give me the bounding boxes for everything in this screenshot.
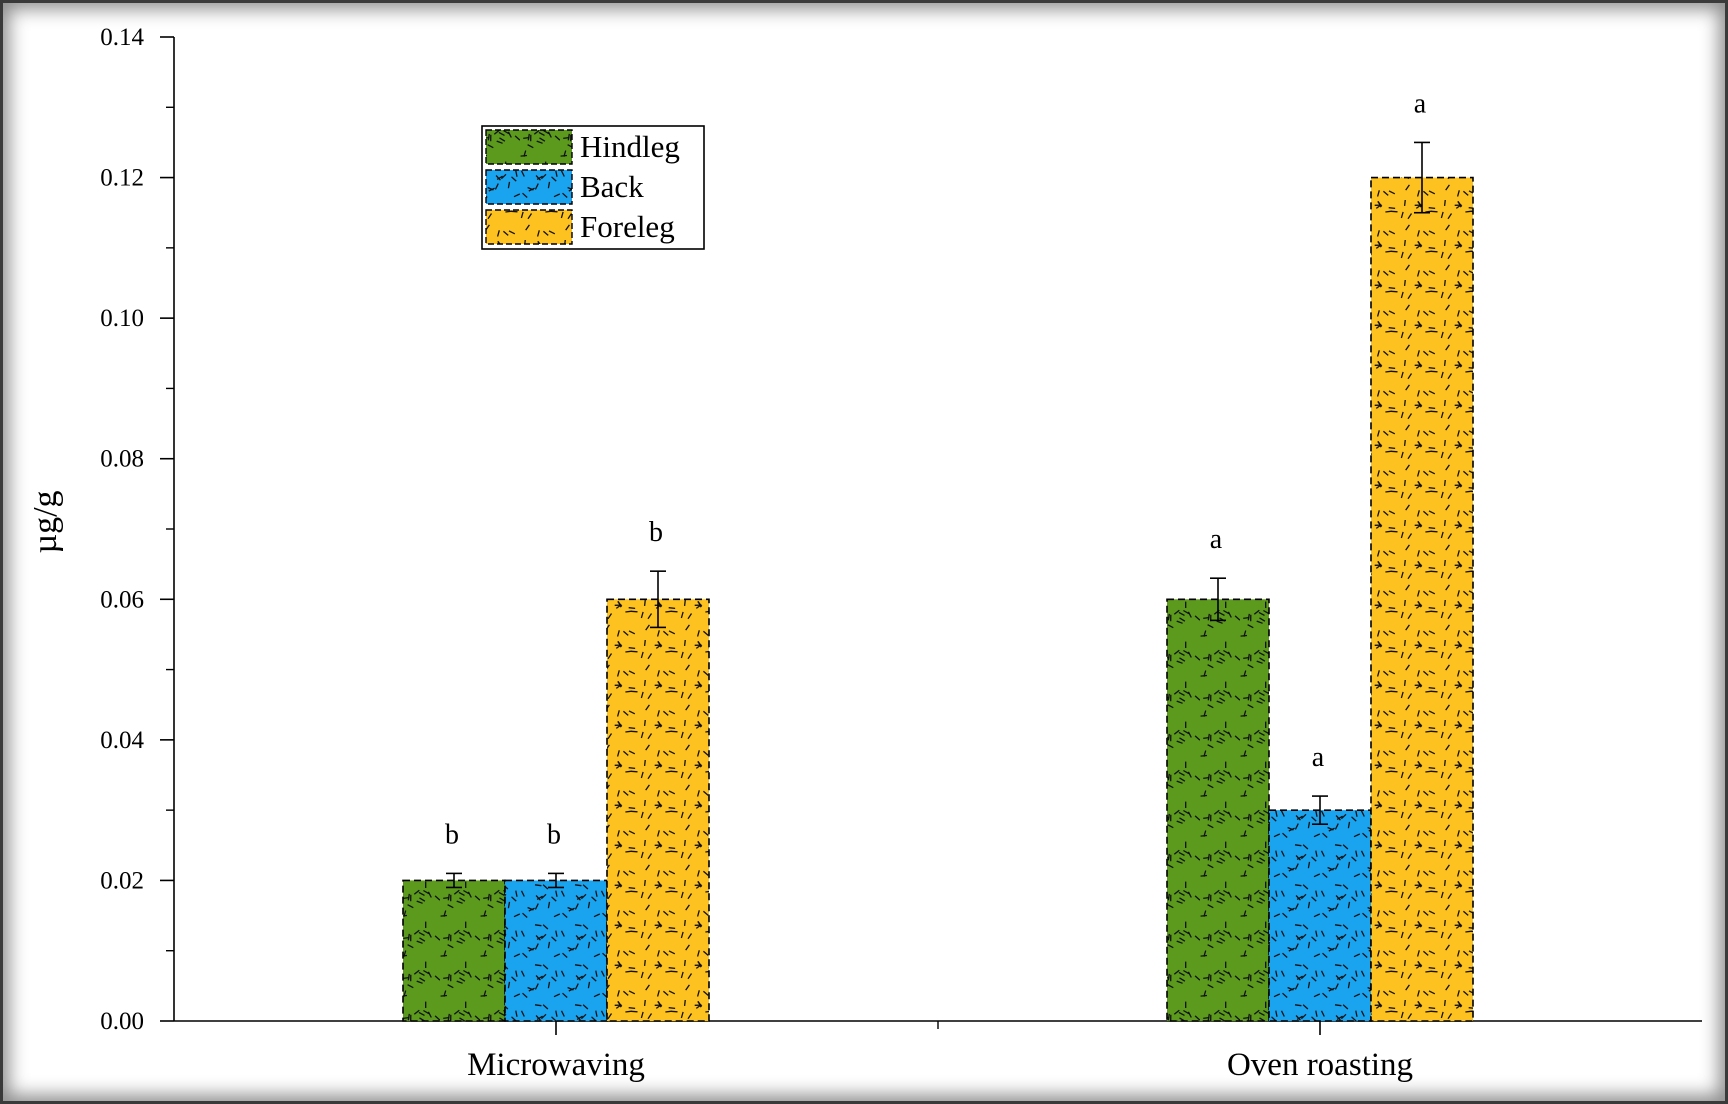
- significance-label: b: [547, 819, 561, 850]
- legend-label: Foreleg: [580, 209, 675, 244]
- y-tick-label: 0.10: [100, 305, 144, 332]
- significance-label: a: [1210, 524, 1223, 555]
- bar: [1268, 809, 1372, 1022]
- legend-swatch: [485, 209, 573, 245]
- y-tick-label: 0.02: [100, 867, 144, 894]
- legend-label: Back: [580, 169, 644, 204]
- y-tick-label: 0.00: [100, 1008, 144, 1035]
- y-tick-label: 0.04: [100, 727, 144, 754]
- y-tick-label: 0.06: [100, 586, 144, 613]
- significance-label: b: [649, 517, 663, 548]
- significance-label: a: [1312, 742, 1325, 773]
- bar: [606, 598, 710, 1022]
- bar: [1166, 598, 1270, 1022]
- x-category-label: Microwaving: [467, 1047, 645, 1083]
- legend-label: Hindleg: [580, 129, 680, 164]
- legend-swatch: [485, 129, 573, 165]
- bar: [402, 879, 506, 1022]
- y-tick-label: 0.14: [100, 24, 144, 51]
- x-axis: Microwaving Oven roasting: [174, 1020, 1702, 1083]
- legend: Hindleg Back Foreleg: [481, 125, 705, 250]
- legend-swatch: [485, 169, 573, 205]
- significance-label: b: [445, 819, 459, 850]
- bar: [1370, 176, 1474, 1022]
- y-axis-title: µg/g: [27, 490, 64, 553]
- y-tick-label: 0.08: [100, 446, 144, 473]
- bar: [504, 879, 608, 1022]
- bars: b b b a a a: [402, 88, 1474, 1022]
- y-axis: 0.00 0.02 0.04 0.06 0.08 0.10 0.12 0.14: [100, 24, 175, 1035]
- y-tick-label: 0.12: [100, 165, 144, 192]
- x-category-label: Oven roasting: [1227, 1047, 1413, 1083]
- significance-label: a: [1414, 88, 1427, 119]
